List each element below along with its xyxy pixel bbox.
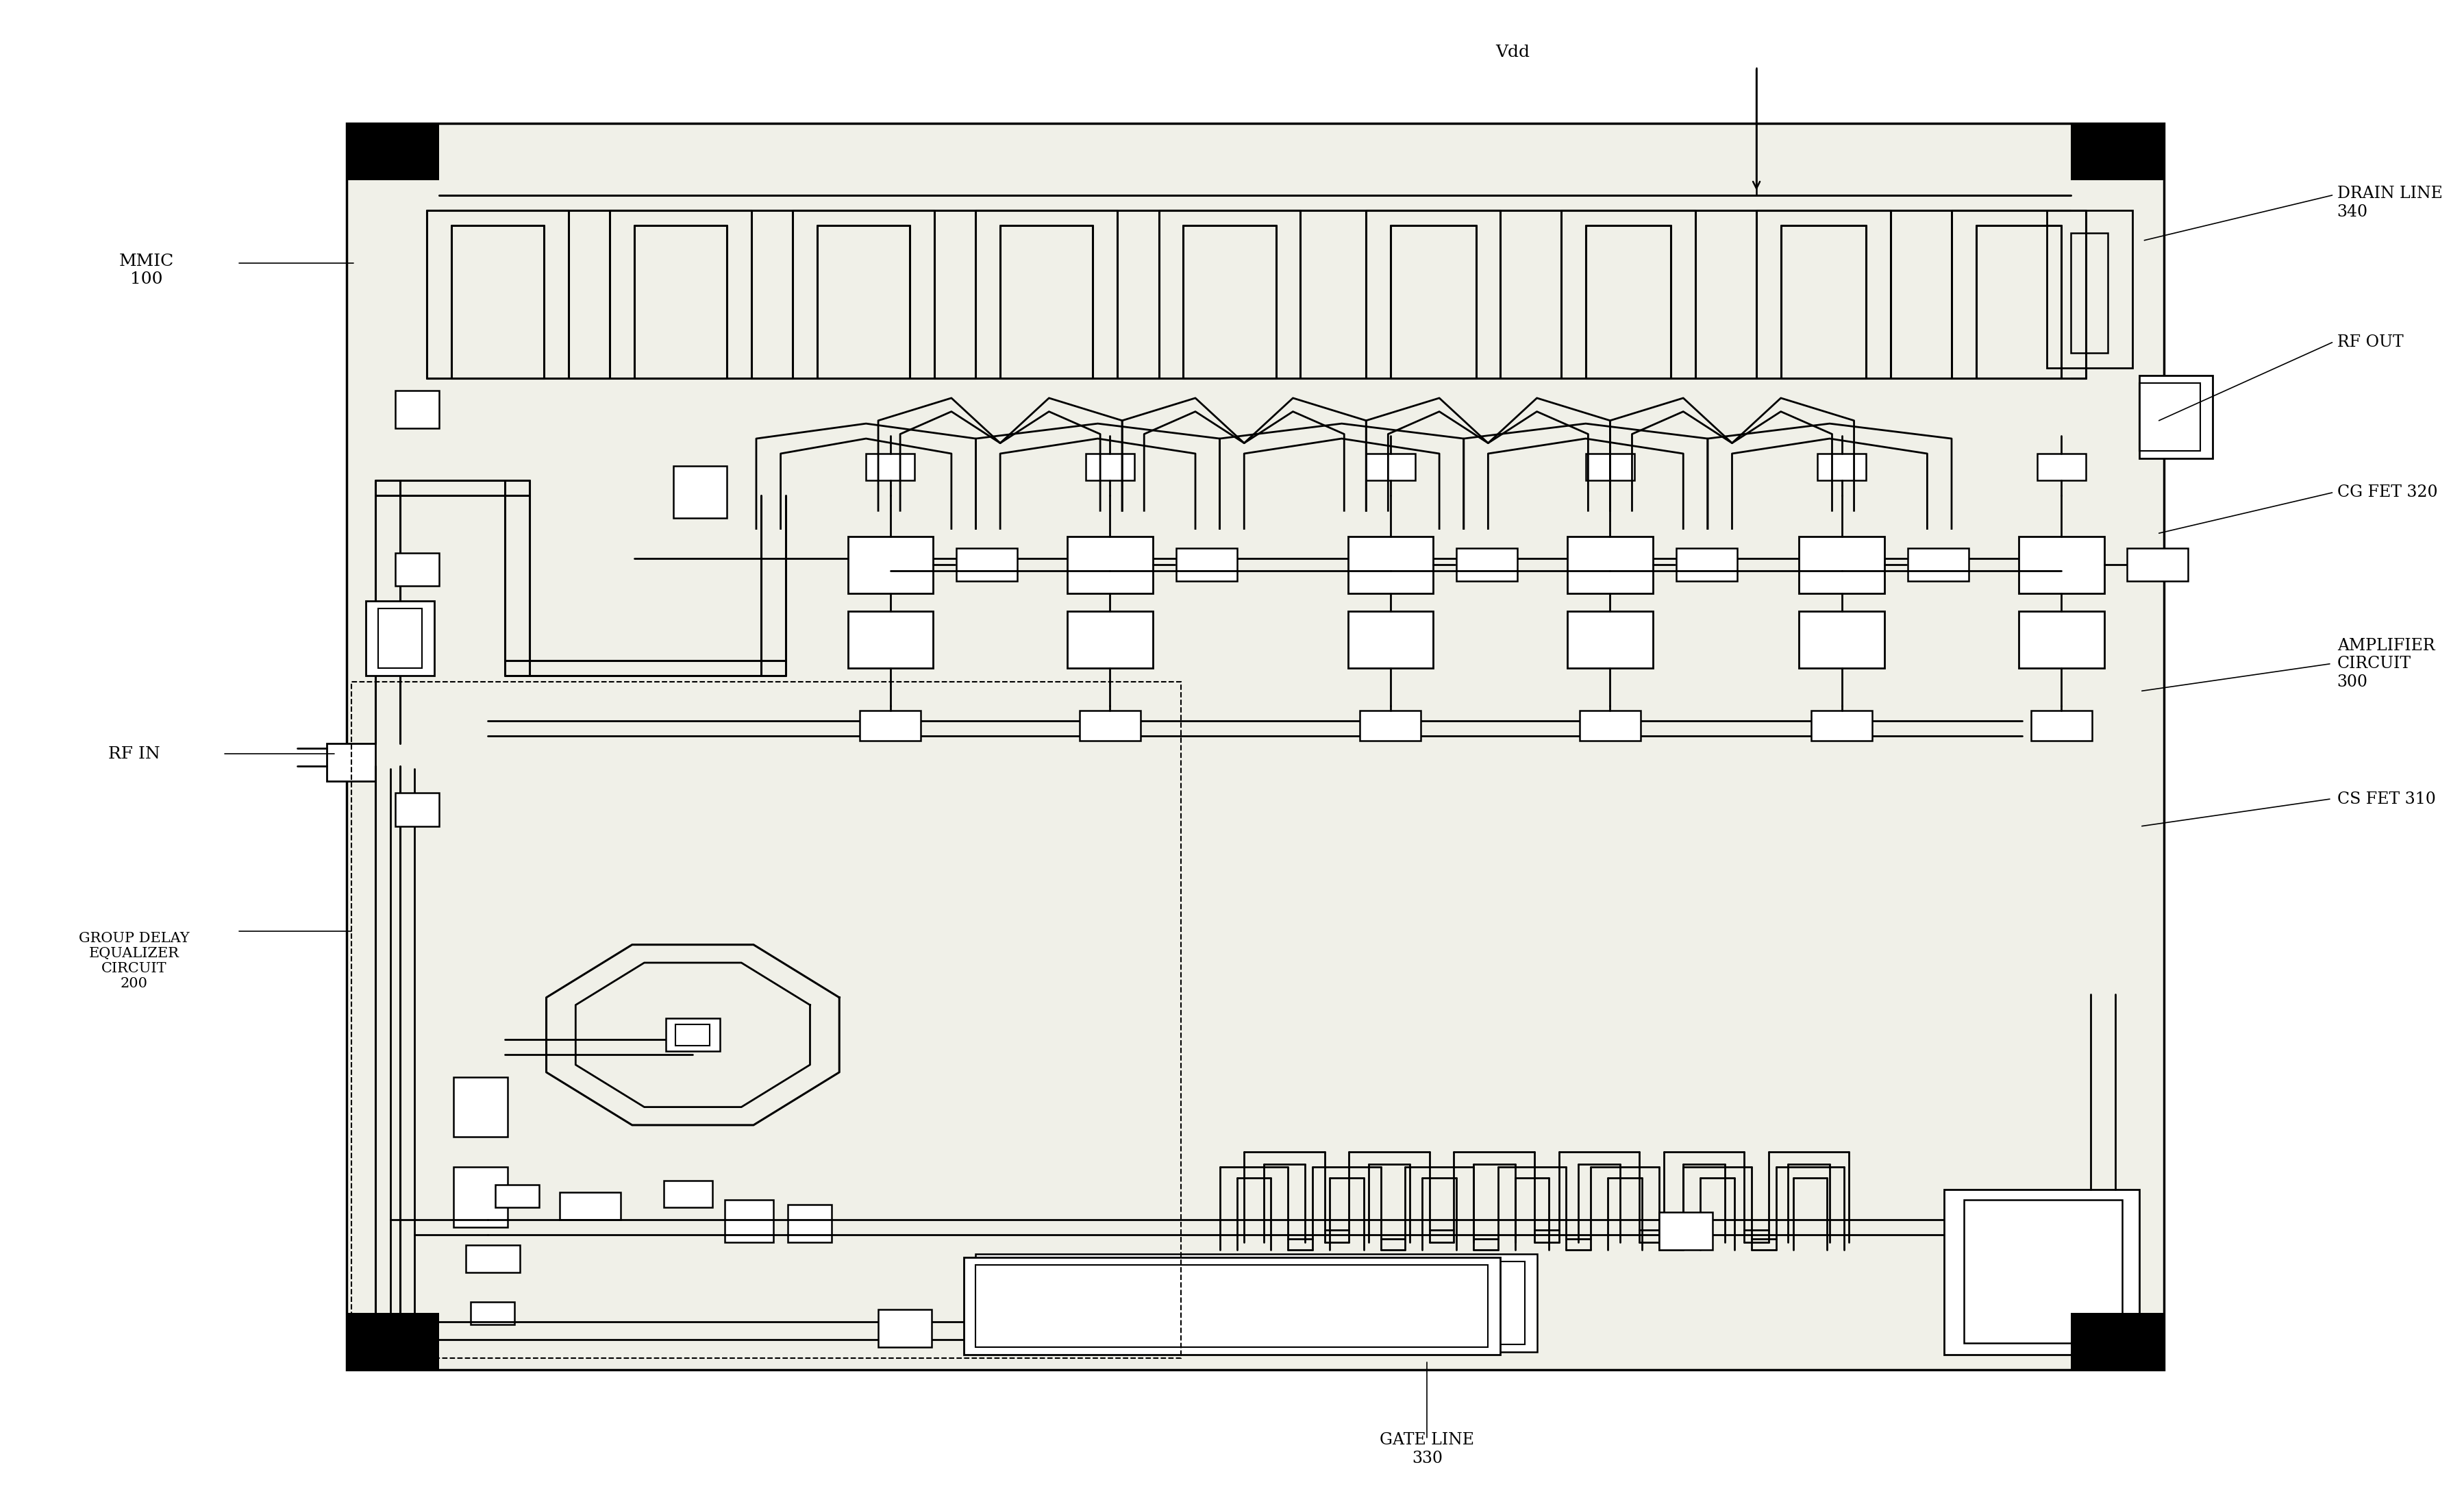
Bar xyxy=(2139,376,2213,458)
Bar xyxy=(2035,454,2085,481)
Text: RF IN: RF IN xyxy=(108,746,160,762)
Text: CS FET 310: CS FET 310 xyxy=(2336,792,2434,807)
Bar xyxy=(453,1077,508,1137)
Text: RF OUT: RF OUT xyxy=(2336,335,2402,350)
Bar xyxy=(665,1018,719,1051)
Bar xyxy=(1579,710,1641,740)
Bar xyxy=(1799,611,1885,668)
Text: MMIC
100: MMIC 100 xyxy=(118,254,175,287)
Bar xyxy=(788,1205,833,1242)
Bar xyxy=(1348,611,1432,668)
Bar xyxy=(1084,454,1133,481)
Bar xyxy=(724,1200,774,1242)
Bar xyxy=(352,682,1180,1358)
Bar xyxy=(1584,454,1634,481)
Bar xyxy=(988,1262,1525,1344)
Bar xyxy=(2045,210,2131,368)
Bar xyxy=(1079,710,1141,740)
Bar xyxy=(2018,611,2104,668)
Bar xyxy=(675,1024,710,1045)
Text: Vdd: Vdd xyxy=(1496,45,1530,60)
Bar xyxy=(365,601,434,676)
Bar xyxy=(394,391,439,428)
Bar xyxy=(453,1167,508,1227)
Bar xyxy=(1658,1212,1712,1250)
Bar xyxy=(1816,454,1865,481)
Text: CG FET 320: CG FET 320 xyxy=(2336,485,2437,500)
Text: GATE LINE
330: GATE LINE 330 xyxy=(1380,1433,1473,1466)
Bar xyxy=(394,553,439,586)
Bar xyxy=(2070,123,2163,180)
Text: GROUP DELAY
EQUALIZER
CIRCUIT
200: GROUP DELAY EQUALIZER CIRCUIT 200 xyxy=(79,933,190,990)
Bar xyxy=(1964,1200,2122,1343)
Bar xyxy=(963,1257,1501,1355)
Bar xyxy=(1676,548,1737,581)
Bar xyxy=(1067,536,1153,593)
Bar xyxy=(1360,710,1422,740)
Bar xyxy=(347,123,439,180)
Bar xyxy=(328,743,375,781)
Text: DRAIN LINE
340: DRAIN LINE 340 xyxy=(2336,186,2442,219)
Bar xyxy=(1799,536,1885,593)
Bar xyxy=(377,608,421,668)
Bar xyxy=(956,548,1018,581)
Bar xyxy=(848,536,934,593)
Bar xyxy=(347,123,2163,1370)
Bar xyxy=(2126,548,2188,581)
Bar xyxy=(495,1185,540,1208)
Bar xyxy=(2139,383,2200,451)
Bar xyxy=(559,1193,621,1220)
Bar xyxy=(1456,548,1518,581)
Bar xyxy=(1811,710,1873,740)
Bar xyxy=(471,1302,515,1325)
Bar xyxy=(877,1310,931,1347)
Bar xyxy=(1907,548,1969,581)
Bar xyxy=(466,1245,520,1272)
Bar xyxy=(2018,536,2104,593)
Bar xyxy=(2030,710,2092,740)
Bar xyxy=(347,1313,439,1370)
Bar xyxy=(1567,536,1653,593)
Bar xyxy=(2070,233,2107,353)
Bar xyxy=(1175,548,1237,581)
Bar xyxy=(1348,536,1432,593)
Bar xyxy=(1365,454,1414,481)
Bar xyxy=(976,1265,1488,1347)
Bar xyxy=(2070,1313,2163,1370)
Bar xyxy=(1567,611,1653,668)
Bar xyxy=(1067,611,1153,668)
Bar xyxy=(848,611,934,668)
Bar xyxy=(865,454,914,481)
Bar xyxy=(1944,1190,2139,1355)
Bar xyxy=(394,793,439,826)
Bar xyxy=(673,466,727,518)
Bar xyxy=(976,1254,1538,1352)
Bar xyxy=(663,1181,712,1208)
Text: AMPLIFIER
CIRCUIT
300: AMPLIFIER CIRCUIT 300 xyxy=(2336,638,2434,689)
Bar xyxy=(860,710,922,740)
